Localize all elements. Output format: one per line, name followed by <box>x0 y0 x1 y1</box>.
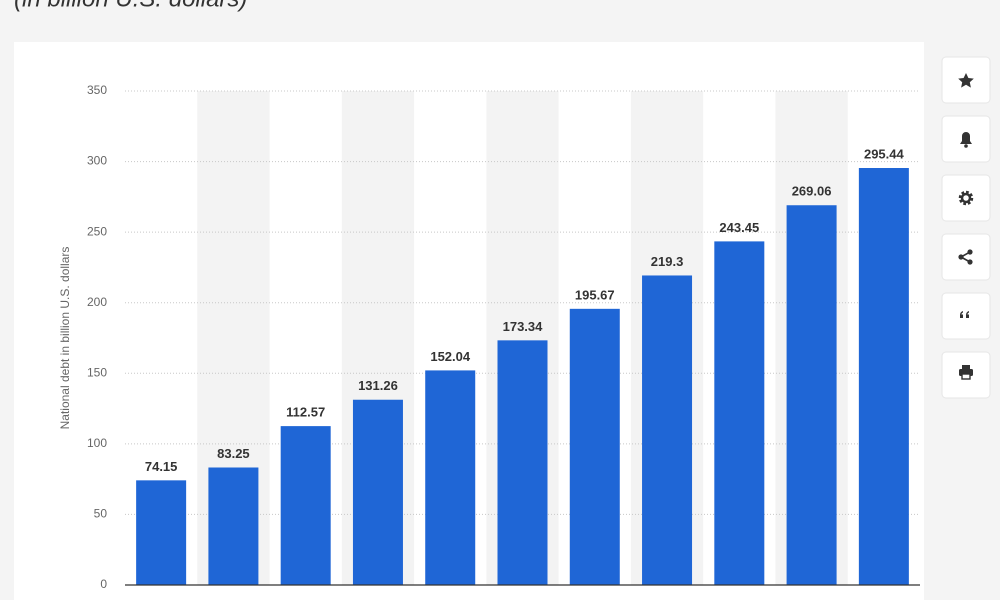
plot-area: 0 50 100 150 200 250 300 350 74.15 83.25 112.57 131… <box>87 83 920 591</box>
y-tick-label: 50 <box>94 507 108 521</box>
value-label: 131.26 <box>358 378 398 393</box>
bar <box>352 399 403 585</box>
print-button[interactable] <box>941 351 991 399</box>
y-tick-label: 0 <box>100 577 107 591</box>
y-tick-label: 300 <box>87 154 107 168</box>
y-tick-label: 200 <box>87 295 107 309</box>
y-tick-label: 100 <box>87 436 107 450</box>
bar <box>642 275 693 585</box>
share-button[interactable] <box>941 233 991 281</box>
bar <box>136 480 187 585</box>
bar <box>208 467 259 585</box>
bar <box>714 241 765 586</box>
y-tick-label: 250 <box>87 224 107 238</box>
notification-button[interactable] <box>941 115 991 163</box>
bar <box>858 168 909 585</box>
y-tick-label: 350 <box>87 83 107 97</box>
bar <box>280 426 331 585</box>
value-label: 74.15 <box>145 459 178 474</box>
bar <box>786 205 837 585</box>
value-label: 269.06 <box>792 184 832 199</box>
cite-button[interactable] <box>941 292 991 340</box>
value-label: 295.44 <box>864 146 905 161</box>
bar <box>497 340 548 585</box>
value-label: 112.57 <box>286 405 325 420</box>
favorite-button[interactable] <box>941 56 991 104</box>
bar <box>425 370 476 585</box>
y-axis-label: National debt in billion U.S. dollars <box>58 247 72 430</box>
value-label: 195.67 <box>575 287 615 302</box>
value-label: 219.3 <box>651 254 684 269</box>
value-label: 152.04 <box>430 349 471 364</box>
value-label: 83.25 <box>217 446 250 461</box>
bar <box>569 308 620 585</box>
y-tick-label: 150 <box>87 365 107 379</box>
chart-subtitle: (in billion U.S. dollars) <box>14 0 247 12</box>
value-label: 243.45 <box>719 220 759 235</box>
toolbar <box>941 56 991 399</box>
value-label: 173.34 <box>503 319 544 334</box>
settings-button[interactable] <box>941 174 991 222</box>
